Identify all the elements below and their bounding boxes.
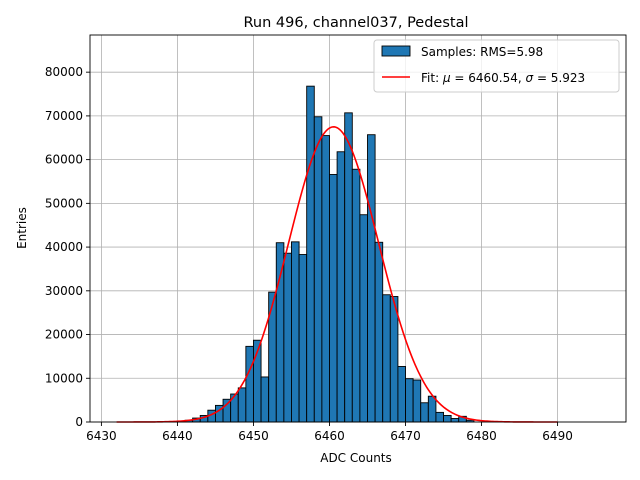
histogram-bar: [359, 214, 368, 423]
histogram-bar: [397, 366, 406, 423]
x-tick-label: 6430: [86, 429, 117, 443]
legend-mu-symbol: μ: [442, 71, 451, 85]
x-tick-label: 6490: [542, 429, 573, 443]
legend-bar-swatch: [381, 45, 411, 57]
histogram-bar: [382, 294, 391, 423]
plot-frame: [89, 34, 627, 423]
histogram-bar: [443, 414, 452, 423]
y-axis-label: Entries: [15, 207, 29, 249]
y-tick-label: 10000: [45, 371, 83, 385]
histogram-bar: [245, 345, 254, 423]
histogram-bar: [374, 241, 384, 423]
chart-title: Run 496, channel037, Pedestal: [243, 15, 468, 31]
x-tick-label: 6480: [466, 429, 497, 443]
histogram-bar: [420, 402, 429, 423]
histogram-bar: [389, 296, 399, 423]
histogram-bar: [291, 241, 300, 423]
x-tick-label: 6470: [390, 429, 421, 443]
histogram-bar: [450, 418, 460, 423]
x-tick-label: 6450: [238, 429, 269, 443]
legend-label-samples: Samples: RMS=5.98: [421, 45, 543, 59]
histogram-bar: [313, 116, 323, 423]
y-axis-ticks: 0 10000 20000 30000 40000 50000 60000 70000 8000…: [45, 65, 90, 429]
x-tick-label: 6440: [162, 429, 193, 443]
histogram-bar: [405, 378, 414, 423]
y-tick-label: 70000: [45, 109, 83, 123]
fit-curve: [116, 126, 558, 423]
histogram-bar: [283, 252, 292, 423]
histogram-bar: [435, 411, 444, 423]
histogram-bar: [351, 168, 361, 423]
legend-box: [373, 39, 620, 93]
legend-sigma-value: = 5.923: [533, 71, 585, 85]
legend-fit-prefix: Fit:: [421, 71, 443, 85]
histogram-bar: [412, 379, 422, 423]
histogram-bar: [275, 242, 285, 423]
histogram-bar: [298, 254, 308, 423]
y-tick-label: 80000: [45, 65, 83, 79]
histogram-bar: [260, 376, 270, 423]
x-tick-label: 6460: [314, 429, 345, 443]
y-tick-label: 30000: [45, 284, 83, 298]
y-tick-label: 20000: [45, 328, 83, 342]
histogram-bar: [329, 174, 338, 423]
y-tick-label: 50000: [45, 196, 83, 210]
legend-sigma-symbol: σ: [526, 71, 534, 85]
y-tick-label: 0: [75, 415, 83, 429]
y-tick-label: 60000: [45, 153, 83, 167]
histogram-bar: [427, 395, 437, 423]
y-tick-label: 40000: [45, 240, 83, 254]
legend-mu-value: = 6460.54,: [451, 71, 526, 85]
histogram-bar: [237, 387, 247, 423]
fit-curve-group: [116, 126, 558, 423]
histogram-bar: [321, 135, 330, 423]
histogram-bar: [306, 85, 315, 423]
legend: Samples: RMS=5.98 Fit: μ = 6460.54, σ = …: [373, 39, 620, 93]
histogram-bar: [344, 112, 353, 423]
x-axis-ticks: 6430 6440 6450 6460 6470 6480 6490: [86, 422, 573, 443]
histogram-bar: [367, 134, 376, 423]
histogram-bars: [169, 85, 475, 423]
x-axis-label: ADC Counts: [320, 451, 392, 465]
histogram-bar: [336, 151, 346, 423]
legend-label-fit: Fit: μ = 6460.54, σ = 5.923: [421, 71, 585, 85]
